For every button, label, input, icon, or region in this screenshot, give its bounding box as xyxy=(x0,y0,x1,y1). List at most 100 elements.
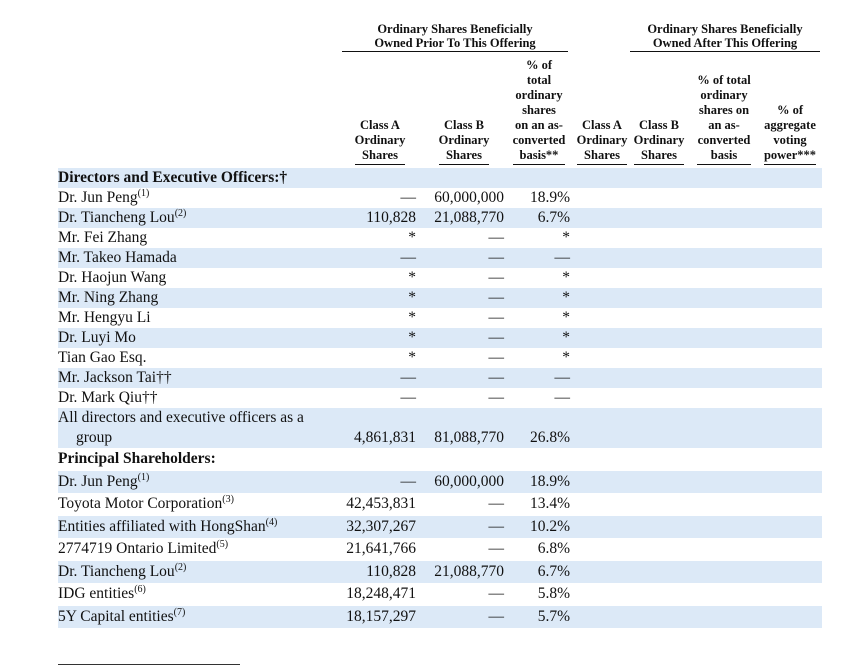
holder-name-text: Dr. Jun Peng xyxy=(58,189,138,206)
empty-cell xyxy=(690,606,758,629)
empty-cell xyxy=(628,561,690,584)
empty-cell xyxy=(690,516,758,539)
header-line: Ordinary xyxy=(634,133,685,147)
empty-cell xyxy=(570,516,628,539)
empty-cell xyxy=(758,288,822,308)
table-row: All directors and executive officers as … xyxy=(58,408,822,448)
empty-cell xyxy=(628,348,690,368)
column-header: Class AOrdinaryShares xyxy=(570,52,628,168)
empty-cell xyxy=(570,288,628,308)
header-line: basis xyxy=(711,148,737,162)
group-header-row: Ordinary Shares BeneficiallyOwned Prior … xyxy=(58,22,822,52)
group-header: Ordinary Shares BeneficiallyOwned After … xyxy=(628,22,822,52)
holder-name-text: Mr. Hengyu Li xyxy=(58,309,151,326)
cell-value: — xyxy=(340,368,420,388)
empty-cell xyxy=(758,516,822,539)
footnote-ref: (1) xyxy=(138,188,150,199)
holder-name-text: Dr. Jun Peng xyxy=(58,473,138,490)
empty-cell xyxy=(628,288,690,308)
holder-name: Tian Gao Esq. xyxy=(58,348,340,368)
column-header-text: Class BOrdinaryShares xyxy=(634,118,685,165)
cell-value: * xyxy=(508,348,570,368)
cell-value: 110,828 xyxy=(340,561,420,584)
cell-value: — xyxy=(420,268,508,288)
header-line: % of xyxy=(526,58,552,72)
header-line: power*** xyxy=(764,148,816,162)
cell-value: — xyxy=(420,368,508,388)
cell-value: 60,000,000 xyxy=(420,471,508,494)
empty-cell xyxy=(570,583,628,606)
cell-value: * xyxy=(340,348,420,368)
holder-name-text: Mr. Fei Zhang xyxy=(58,229,147,246)
header-line: converted xyxy=(513,133,566,147)
empty-cell xyxy=(758,248,822,268)
empty-cell xyxy=(758,228,822,248)
empty-cell xyxy=(628,516,690,539)
cell-value: * xyxy=(508,268,570,288)
table-row: Tian Gao Esq.*—* xyxy=(58,348,822,368)
cell-value: 26.8% xyxy=(508,408,570,448)
empty-cell xyxy=(628,228,690,248)
table-row: Mr. Jackson Tai††——— xyxy=(58,368,822,388)
cell-value: 4,861,831 xyxy=(340,408,420,448)
empty-cell xyxy=(758,348,822,368)
group-header: Ordinary Shares BeneficiallyOwned Prior … xyxy=(340,22,570,52)
empty-cell xyxy=(758,408,822,448)
table-row: 2774719 Ontario Limited(5)21,641,766—6.8… xyxy=(58,538,822,561)
footnote-ref: (5) xyxy=(216,539,228,550)
empty-cell xyxy=(628,328,690,348)
table-row: Dr. Luyi Mo*—* xyxy=(58,328,822,348)
holder-name: Mr. Fei Zhang xyxy=(58,228,340,248)
empty-cell xyxy=(570,606,628,629)
group-header-text: Ordinary Shares BeneficiallyOwned After … xyxy=(630,22,820,52)
empty-cell xyxy=(570,328,628,348)
empty-cell xyxy=(758,208,822,228)
table-row: IDG entities(6)18,248,471—5.8% xyxy=(58,583,822,606)
footnote-ref: (4) xyxy=(266,516,278,527)
empty-cell xyxy=(690,188,758,208)
empty-cell xyxy=(628,583,690,606)
table-row: Mr. Fei Zhang*—* xyxy=(58,228,822,248)
header-line: Ordinary xyxy=(355,133,406,147)
holder-name-text: 2774719 Ontario Limited xyxy=(58,540,216,557)
cell-value: 10.2% xyxy=(508,516,570,539)
empty-cell xyxy=(628,308,690,328)
table-row: Toyota Motor Corporation(3)42,453,831—13… xyxy=(58,493,822,516)
blank xyxy=(58,22,340,52)
empty-cell xyxy=(570,348,628,368)
holder-name: Mr. Takeo Hamada xyxy=(58,248,340,268)
holder-name-text: Mr. Ning Zhang xyxy=(58,289,158,306)
cell-value: 81,088,770 xyxy=(420,408,508,448)
table-row: Dr. Jun Peng(1)—60,000,00018.9% xyxy=(58,188,822,208)
table-row: Dr. Tiancheng Lou(2)110,82821,088,7706.7… xyxy=(58,561,822,584)
cell-value: — xyxy=(420,606,508,629)
footnote-rule xyxy=(58,664,240,665)
holder-name: Dr. Haojun Wang xyxy=(58,268,340,288)
empty-cell xyxy=(758,538,822,561)
cell-value: 110,828 xyxy=(340,208,420,228)
cell-value: 18,248,471 xyxy=(340,583,420,606)
table-row: Mr. Takeo Hamada——— xyxy=(58,248,822,268)
table-row: 5Y Capital entities(7)18,157,297—5.7% xyxy=(58,606,822,629)
holder-name-text: IDG entities xyxy=(58,585,134,602)
holder-name: Dr. Mark Qiu†† xyxy=(58,388,340,408)
empty-cell xyxy=(690,388,758,408)
cell-value: 6.8% xyxy=(508,538,570,561)
cell-value: — xyxy=(420,493,508,516)
header-line: ordinary xyxy=(700,88,747,102)
cell-value: — xyxy=(420,516,508,539)
blank xyxy=(58,52,340,168)
holder-name: Mr. Jackson Tai†† xyxy=(58,368,340,388)
header-line: % of xyxy=(777,103,803,117)
cell-value: 21,641,766 xyxy=(340,538,420,561)
ownership-table: Ordinary Shares BeneficiallyOwned Prior … xyxy=(58,22,822,628)
footnote-ref: (2) xyxy=(175,208,187,219)
empty-cell xyxy=(570,471,628,494)
empty-cell xyxy=(690,493,758,516)
cell-value: — xyxy=(420,388,508,408)
column-header: % ofaggregatevotingpower*** xyxy=(758,52,822,168)
holder-name: All directors and executive officers as … xyxy=(58,408,340,448)
cell-value: — xyxy=(420,248,508,268)
column-header: Class AOrdinaryShares xyxy=(340,52,420,168)
holder-name-text: Tian Gao Esq. xyxy=(58,349,147,366)
